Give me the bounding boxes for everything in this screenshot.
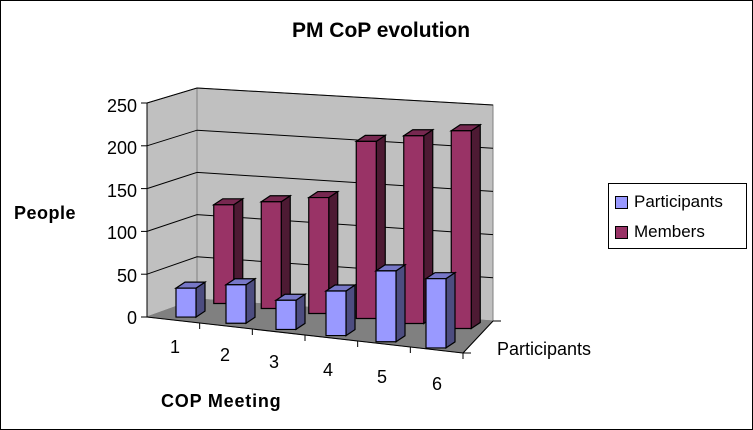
members-bar-6-front	[450, 130, 472, 330]
participants-bar-5-side	[395, 263, 406, 343]
x-tick-4: 4	[323, 360, 334, 380]
participants-bar-4-side	[345, 283, 356, 337]
x-tick-1: 1	[170, 337, 181, 357]
y-tick-150: 150	[106, 181, 137, 201]
participants-bar-5-front	[375, 270, 397, 343]
members-bar-2-front	[260, 201, 282, 310]
legend: Participants Members	[608, 183, 747, 249]
x-tick-5: 5	[377, 367, 388, 387]
chart-title: PM CoP evolution	[291, 19, 471, 42]
participants-bar-2-side	[245, 277, 256, 325]
participants-bar-6-side	[445, 271, 456, 350]
x-tick-3: 3	[269, 352, 280, 372]
participants-bar-4-front	[325, 290, 347, 337]
members-bar-4-front	[355, 140, 377, 320]
y-tick-250: 250	[106, 96, 137, 116]
x-axis-label: COP Meeting	[161, 391, 282, 411]
gridline	[146, 214, 494, 236]
gridline	[146, 171, 494, 192]
y-axis-label: People	[14, 203, 77, 223]
depth-axis-line	[462, 320, 494, 354]
members-bar-5-front	[403, 135, 425, 325]
members-bar-6-side	[470, 123, 481, 330]
legend-label-members: Members	[634, 222, 705, 241]
depth-axis-label: Participants	[497, 339, 592, 359]
legend-swatch-members	[615, 225, 628, 239]
y-tick-50: 50	[116, 266, 137, 286]
y-tick-200: 200	[106, 138, 137, 158]
legend-label-participants: Participants	[634, 192, 723, 211]
y-tick-100: 100	[106, 223, 137, 243]
members-bar-2-side	[280, 194, 291, 310]
x-tick-6: 6	[432, 374, 443, 394]
gridline	[146, 129, 494, 149]
participants-bar-3-front	[275, 299, 297, 331]
members-bar-3-front	[308, 196, 330, 315]
x-tick-2: 2	[220, 345, 231, 365]
y-tick-0: 0	[126, 308, 137, 328]
legend-item-members: Members	[615, 222, 705, 242]
legend-swatch-participants	[615, 195, 628, 209]
participants-bar-1-front	[175, 287, 197, 318]
gridline	[146, 87, 494, 106]
participants-bar-6-front	[425, 278, 447, 349]
legend-item-participants: Participants	[615, 192, 723, 212]
participants-bar-2-front	[225, 284, 247, 324]
